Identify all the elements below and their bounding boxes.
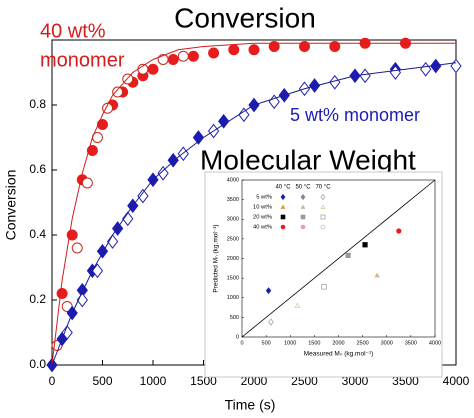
marker [321, 284, 327, 290]
inset-y-tick-label: 1500 [227, 276, 239, 282]
marker [56, 288, 68, 299]
inset-y-tick-label: 3000 [227, 217, 239, 223]
legend-row-label: 40 wt% [253, 225, 272, 231]
y-tick-label: 0.2 [29, 292, 46, 306]
annotation: 40 wt% [40, 20, 106, 42]
legend-marker [280, 193, 286, 201]
marker [97, 119, 108, 130]
marker [71, 242, 83, 254]
legend-marker [320, 204, 326, 209]
parity-line [241, 179, 436, 338]
marker [81, 177, 93, 189]
x-axis-label: Time (s) [225, 397, 276, 413]
legend-marker [320, 224, 326, 230]
marker [61, 325, 73, 340]
inset-y-tick-label: 2000 [227, 256, 239, 262]
marker [112, 86, 124, 98]
marker [396, 228, 402, 234]
inset-y-tick-label: 2500 [227, 236, 239, 242]
x-tick-label: 1000 [140, 374, 167, 388]
legend-marker [300, 193, 306, 201]
inset-x-tick-label: 4000 [429, 340, 441, 346]
inset-x-tick-label: 1000 [284, 340, 296, 346]
legend-marker [320, 214, 326, 220]
marker [268, 318, 274, 326]
inset-x-tick-label: 0 [240, 340, 243, 346]
inset-x-axis-label: Measured Mₙ (kg.mol⁻¹) [304, 351, 374, 358]
fit-line [51, 62, 457, 366]
marker [137, 188, 149, 204]
marker [177, 146, 189, 162]
marker [308, 78, 321, 93]
marker [430, 58, 442, 74]
marker [192, 130, 205, 145]
inset-y-axis-label: Predicted Mₙ (kg.mol⁻¹) [213, 224, 220, 292]
marker [265, 287, 272, 295]
inset-x-tick-label: 3500 [405, 340, 417, 346]
inset-y-tick-label: 4000 [227, 177, 239, 183]
annotation: 5 wt% monomer [290, 105, 420, 125]
marker [294, 302, 301, 308]
legend-marker [300, 224, 306, 230]
x-tick-label: 0 [49, 374, 56, 388]
marker [329, 41, 341, 52]
marker [248, 44, 260, 56]
inset-x-tick-label: 2500 [357, 340, 369, 346]
marker [187, 50, 199, 62]
marker [228, 44, 240, 56]
inset-y-tick-label: 3500 [227, 197, 239, 203]
marker [218, 113, 230, 129]
x-tick-label: 1500 [190, 374, 217, 388]
legend-marker [300, 204, 306, 209]
y-tick-label: 0.8 [29, 97, 46, 111]
inset-x-tick-label: 3000 [381, 340, 393, 346]
marker [299, 41, 310, 52]
inset-y-tick-label: 1000 [227, 295, 239, 301]
legend-marker [300, 214, 306, 220]
inset-x-tick-label: 2000 [332, 340, 344, 346]
x-tick-label: 3500 [392, 374, 419, 388]
legend-row-label: 20 wt% [253, 215, 272, 221]
legend-marker [280, 224, 286, 230]
inset-y-tick-label: 500 [230, 315, 239, 321]
y-axis-label: Conversion [3, 170, 19, 241]
marker [157, 165, 169, 181]
legend-marker [280, 204, 286, 209]
marker [268, 41, 280, 52]
marker [106, 234, 119, 249]
inset-y-tick-label: 0 [236, 334, 239, 340]
x-tick-label: 500 [92, 374, 112, 388]
y-tick-label: 0.6 [29, 162, 46, 176]
legend-row-label: 10 wt% [253, 205, 272, 211]
annotation: monomer [40, 49, 125, 71]
fit-line [51, 42, 456, 366]
marker [345, 252, 351, 258]
marker [122, 211, 134, 227]
marker [374, 272, 380, 278]
marker [167, 54, 179, 65]
marker [362, 242, 368, 248]
legend-row-label: 5 wt% [256, 195, 272, 201]
x-tick-label: 4000 [443, 374, 470, 388]
legend-column-header: 40 °C [275, 185, 291, 191]
annotation: Molecular Weight [200, 144, 416, 175]
y-tick-label: 0.4 [29, 227, 46, 241]
marker [177, 50, 189, 62]
legend-marker [280, 214, 286, 220]
inset-x-tick-label: 500 [262, 340, 271, 346]
inset-x-tick-label: 1500 [308, 340, 320, 346]
marker [238, 107, 250, 123]
x-tick-label: 2000 [241, 374, 268, 388]
chart-title: Conversion [174, 2, 316, 33]
y-tick-label: 0.0 [29, 357, 46, 371]
legend-column-header: 70 °C [315, 185, 331, 191]
marker [147, 63, 159, 75]
x-tick-label: 2500 [291, 374, 318, 388]
marker [208, 47, 220, 59]
x-tick-label: 3000 [342, 374, 369, 388]
legend-marker [320, 193, 326, 201]
legend-column-header: 50 °C [295, 185, 311, 191]
